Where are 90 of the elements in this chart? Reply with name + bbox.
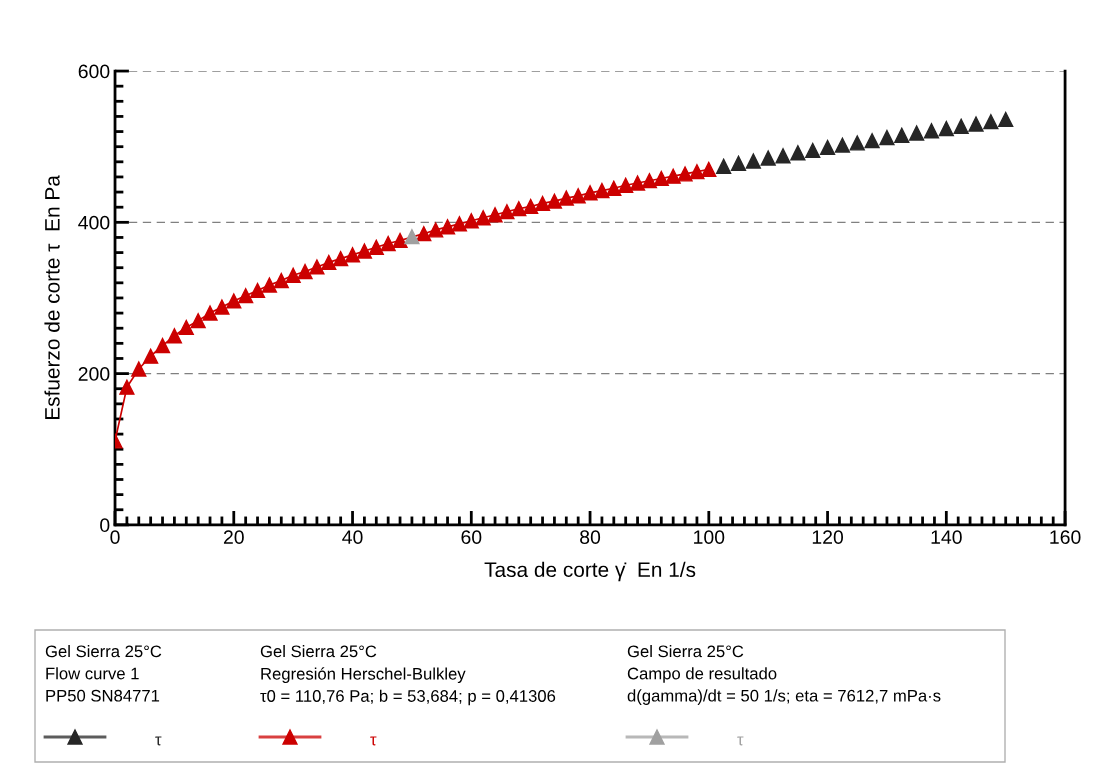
point <box>154 337 171 354</box>
point <box>790 145 806 161</box>
point <box>380 235 396 252</box>
point <box>923 123 940 139</box>
point <box>202 305 218 321</box>
text: τ <box>155 736 162 746</box>
point <box>938 120 954 137</box>
point <box>677 166 693 182</box>
point <box>594 182 610 199</box>
point <box>558 190 574 206</box>
point <box>775 148 791 164</box>
point <box>805 142 821 159</box>
point <box>356 243 373 259</box>
point <box>908 125 925 141</box>
point <box>428 222 444 238</box>
point <box>606 180 622 196</box>
point <box>629 175 646 191</box>
point <box>178 319 194 336</box>
point <box>701 161 717 178</box>
point <box>653 170 669 187</box>
y-tick-label: 0 <box>100 518 110 533</box>
point <box>309 259 325 275</box>
point <box>226 293 242 309</box>
point <box>190 313 206 329</box>
x-tick-label: 160 <box>1050 530 1081 545</box>
x-tick-label: 120 <box>812 530 844 545</box>
point <box>834 137 851 153</box>
y-axis-title: Esfuerzo de corte τ En Pa <box>44 175 60 420</box>
x-axis-title: Tasa de corte γ̇ En 1/s <box>484 561 696 582</box>
point <box>297 263 313 280</box>
point <box>285 267 301 283</box>
y-tick-label: 200 <box>78 367 110 381</box>
x-tick-label: 0 <box>110 530 120 545</box>
point <box>745 153 761 169</box>
text: Gel Sierra 25°C Campo de resultado d(gamma)/dt = 50 1/s; eta = 7612,7 mPa·s <box>627 645 941 705</box>
point <box>439 219 456 235</box>
point <box>249 282 266 299</box>
point <box>641 173 658 189</box>
point <box>463 213 479 229</box>
point <box>689 164 705 180</box>
text: τ <box>370 736 377 746</box>
point <box>819 139 836 156</box>
point <box>499 204 515 220</box>
point <box>864 132 880 149</box>
point <box>879 129 895 146</box>
point <box>849 135 865 151</box>
point <box>570 188 586 204</box>
point <box>392 232 408 249</box>
x-tick-label: 40 <box>342 530 363 545</box>
point <box>143 348 159 364</box>
point <box>665 168 681 184</box>
point <box>214 299 230 315</box>
point <box>451 216 468 232</box>
y-tick-label: 400 <box>78 215 110 230</box>
x-tick-label: 80 <box>580 530 601 545</box>
point <box>968 116 984 132</box>
point <box>273 272 289 289</box>
point <box>546 193 563 209</box>
point <box>523 198 539 215</box>
point <box>487 207 503 223</box>
point <box>166 328 183 344</box>
point <box>321 254 337 271</box>
point <box>760 150 776 166</box>
point <box>983 114 999 130</box>
point <box>344 247 361 263</box>
point <box>730 155 747 171</box>
x-tick-label: 60 <box>461 530 482 545</box>
point <box>953 118 969 134</box>
point <box>716 158 732 174</box>
point <box>894 127 910 143</box>
point <box>511 201 527 217</box>
point <box>119 379 135 395</box>
point <box>404 229 420 245</box>
point <box>582 185 598 201</box>
point <box>368 239 384 255</box>
point <box>534 195 551 212</box>
point <box>618 177 634 193</box>
point <box>261 277 278 293</box>
point <box>333 250 349 267</box>
text: Gel Sierra 25°C Flow curve 1 PP50 SN84771 <box>45 645 162 702</box>
point <box>131 361 147 377</box>
x-tick-label: 100 <box>694 530 725 545</box>
text: τ <box>737 736 744 746</box>
point <box>238 288 254 304</box>
x-tick-label: 140 <box>931 530 962 545</box>
y-tick-label: 600 <box>78 64 110 79</box>
point <box>475 210 491 226</box>
text: Gel Sierra 25°C Regresión Herschel-Bulkley τ0 = 110,76 Pa; b = 53,684; p = 0,41306 <box>260 645 556 706</box>
point <box>998 111 1014 128</box>
x-tick-label: 20 <box>223 530 244 545</box>
